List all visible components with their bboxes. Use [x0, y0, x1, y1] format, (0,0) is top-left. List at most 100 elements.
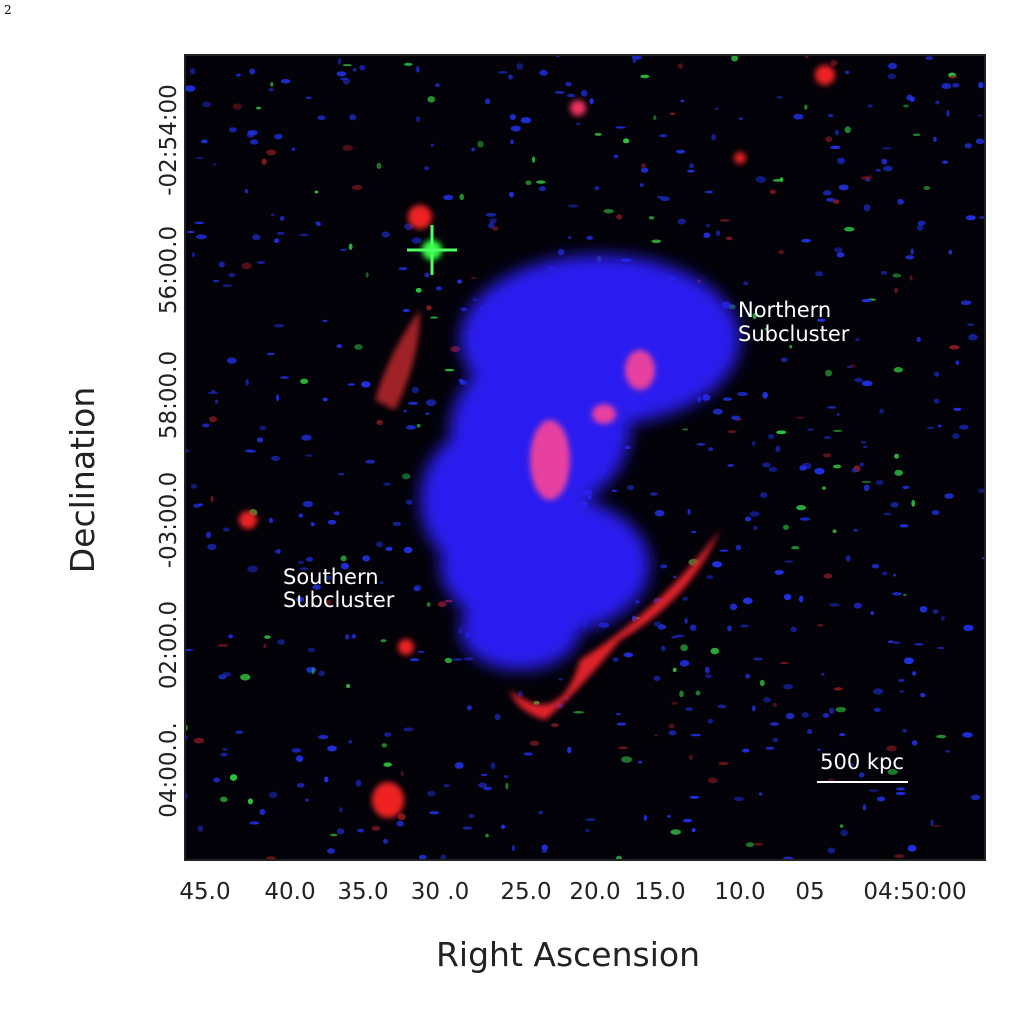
sky-speck [424, 412, 430, 415]
sky-speck [541, 844, 548, 851]
sky-speck [611, 489, 618, 492]
sky-speck [801, 712, 809, 718]
sky-speck [899, 690, 905, 693]
sky-speck [963, 624, 974, 632]
sky-speck [763, 697, 771, 703]
sky-speck [352, 68, 357, 72]
sky-speck [704, 190, 714, 194]
sky-speck [437, 601, 447, 608]
sky-speck [494, 713, 501, 721]
sky-speck [689, 163, 695, 169]
sky-speck [480, 773, 488, 776]
sky-speck [838, 184, 849, 191]
sky-speck [249, 68, 256, 75]
x-tick-label: 30 .0 [411, 879, 470, 905]
sky-speck [490, 762, 496, 770]
sky-speck [376, 419, 383, 426]
sky-speck [371, 825, 381, 831]
sky-speck [680, 99, 685, 103]
sky-speck [829, 603, 840, 607]
sky-speck [780, 357, 788, 363]
sky-speck [523, 752, 534, 756]
sky-speck [616, 722, 627, 726]
sky-speck [306, 666, 317, 673]
sky-speck [670, 112, 676, 116]
sky-speck [855, 337, 860, 342]
sky-speck [752, 705, 756, 712]
sky-speck [573, 711, 585, 714]
x-tick-label: 35.0 [337, 879, 388, 905]
sky-speck [674, 634, 685, 638]
sky-speck [779, 661, 790, 665]
sky-speck [838, 733, 846, 737]
sky-speck [220, 796, 228, 803]
sky-speck [798, 595, 804, 603]
sky-speck [785, 713, 795, 720]
sky-speck [222, 527, 230, 532]
sky-speck [690, 733, 702, 737]
sky-speck [189, 68, 196, 75]
sky-speck [685, 707, 694, 711]
sky-speck [641, 163, 646, 168]
sky-speck [714, 107, 719, 110]
sky-speck [471, 147, 475, 152]
sky-speck [268, 517, 274, 524]
sky-speck [858, 772, 865, 778]
sky-speck [277, 548, 281, 554]
sky-speck [775, 445, 781, 453]
sky-speck [936, 646, 945, 650]
sky-speck [804, 55, 809, 59]
sky-speck [851, 468, 858, 473]
sky-speck [861, 480, 872, 484]
sky-speck [510, 125, 521, 132]
sky-speck [860, 441, 867, 444]
sky-speck [228, 634, 234, 639]
sky-speck [887, 640, 894, 644]
sky-speck [273, 238, 280, 244]
sky-speck [696, 443, 706, 446]
sky-speck [327, 745, 337, 752]
sky-speck [965, 215, 976, 221]
sky-speck [424, 272, 430, 278]
sky-speck [962, 732, 973, 738]
sky-speck [538, 186, 546, 192]
sky-speck [923, 186, 931, 190]
sky-speck [435, 286, 442, 291]
sky-speck [806, 428, 814, 431]
sky-speck [778, 249, 785, 255]
sky-speck [819, 305, 825, 309]
annotation: Subcluster [738, 322, 850, 346]
sky-speck [340, 248, 347, 251]
sky-speck [416, 423, 421, 428]
sky-speck [417, 650, 425, 653]
sky-speck [706, 575, 714, 580]
sky-speck [299, 233, 310, 237]
sky-speck [296, 783, 305, 788]
sky-speck [415, 287, 422, 293]
sky-speck [222, 284, 233, 287]
sky-speck [710, 647, 720, 655]
sky-speck [659, 134, 667, 138]
sky-speck [958, 424, 969, 430]
sky-speck [960, 300, 972, 306]
sky-speck [310, 522, 315, 527]
sky-speck [330, 833, 338, 837]
sky-speck [772, 702, 777, 707]
sky-speck [326, 575, 332, 580]
sky-speck [933, 398, 940, 404]
sky-speck [801, 462, 812, 470]
sky-speck [704, 666, 710, 674]
page-number: 2 [4, 3, 12, 17]
sky-speck [259, 425, 267, 430]
sky-speck [280, 376, 290, 379]
sky-speck [687, 508, 691, 515]
sky-speck [411, 386, 419, 394]
sky-speck [945, 749, 950, 753]
sky-speck [344, 634, 350, 640]
sky-speck [397, 813, 406, 821]
sky-speck [886, 745, 897, 752]
sky-speck [932, 609, 939, 614]
sky-speck [434, 83, 441, 88]
sky-speck [244, 189, 249, 194]
sky-speck [402, 308, 411, 313]
